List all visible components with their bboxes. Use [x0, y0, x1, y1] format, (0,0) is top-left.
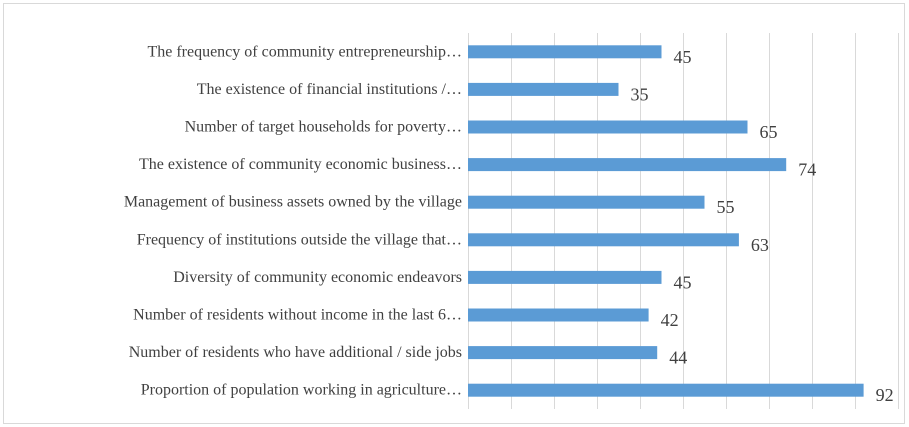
category-label-7: Diversity of community economic endeavor… [173, 269, 462, 286]
bar-4 [468, 158, 787, 172]
labels: The frequency of community entrepreneurs… [124, 43, 894, 405]
category-label-9: Number of residents who have additional … [129, 344, 462, 361]
value-label-4: 74 [798, 160, 816, 180]
bar-1 [468, 45, 662, 59]
bar-5 [468, 195, 705, 209]
value-label-10: 92 [876, 385, 894, 405]
value-label-8: 42 [661, 310, 679, 330]
bar-2 [468, 82, 619, 96]
value-label-1: 45 [674, 47, 692, 67]
category-label-8: Number of residents without income in th… [133, 307, 462, 324]
category-label-1: The frequency of community entrepreneurs… [147, 43, 462, 60]
bar-3 [468, 120, 748, 134]
value-label-3: 65 [760, 122, 778, 142]
bars [468, 45, 864, 397]
category-label-4: The existence of community economic busi… [139, 156, 462, 173]
bar-8 [468, 308, 649, 322]
bar-9 [468, 346, 658, 360]
value-label-2: 35 [631, 84, 649, 104]
category-label-5: Management of business assets owned by t… [124, 194, 462, 211]
category-label-3: Number of target households for poverty… [185, 119, 462, 136]
bar-10 [468, 383, 864, 397]
value-label-9: 44 [669, 348, 687, 368]
value-label-7: 45 [674, 272, 692, 292]
chart-frame [3, 3, 905, 424]
value-label-5: 55 [717, 197, 735, 217]
category-label-2: The existence of financial institutions … [197, 81, 462, 98]
bar-6 [468, 233, 739, 247]
bar-7 [468, 270, 662, 284]
category-label-6: Frequency of institutions outside the vi… [137, 231, 462, 248]
value-label-6: 63 [751, 235, 769, 255]
category-label-10: Proportion of population working in agri… [141, 382, 462, 399]
